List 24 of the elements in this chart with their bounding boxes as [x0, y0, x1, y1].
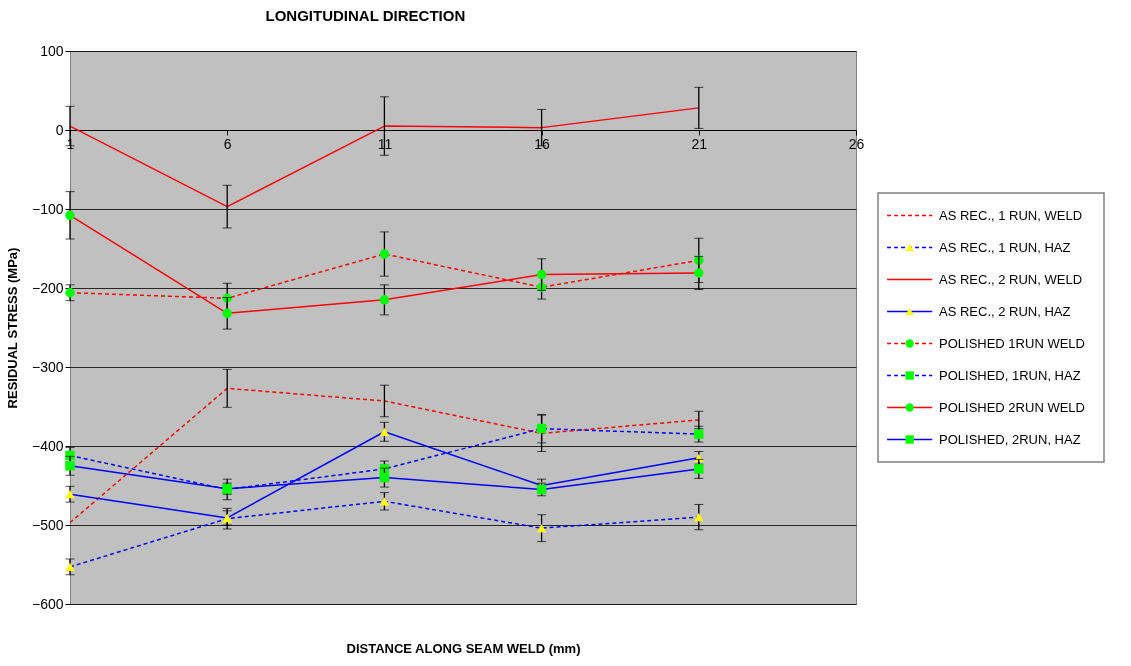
x-tick-label: 16 — [534, 135, 551, 152]
x-tick-label: 1 — [66, 135, 75, 152]
legend-label: POLISHED 1RUN WELD — [939, 335, 1085, 351]
x-tick-label: 21 — [691, 135, 708, 152]
y-tick-label: −200 — [31, 279, 64, 296]
legend-label: POLISHED 2RUN WELD — [939, 399, 1085, 415]
y-tick-label: 100 — [40, 42, 64, 59]
x-axis-title: DISTANCE ALONG SEAM WELD (mm) — [346, 640, 581, 656]
y-tick-label: −300 — [31, 358, 64, 375]
legend-label: POLISHED, 2RUN, HAZ — [939, 431, 1081, 447]
x-tick-label: 6 — [223, 135, 232, 152]
legend-label: AS REC., 1 RUN, HAZ — [939, 239, 1071, 255]
legend-label: POLISHED, 1RUN, HAZ — [939, 367, 1081, 383]
x-tick-label: 26 — [848, 135, 865, 152]
chart-title: LONGITUDINAL DIRECTION — [265, 6, 466, 24]
y-axis-title: RESIDUAL STRESS (MPa) — [4, 247, 20, 409]
y-tick-label: −600 — [31, 595, 64, 612]
y-tick-label: −100 — [31, 200, 64, 217]
legend-label: AS REC., 2 RUN, HAZ — [939, 303, 1071, 319]
y-tick-label: −500 — [31, 516, 64, 533]
y-tick-label: −400 — [31, 437, 64, 454]
y-tick-label: 0 — [55, 121, 64, 138]
legend-label: AS REC., 2 RUN, WELD — [939, 271, 1083, 287]
legend-label: AS REC., 1 RUN, WELD — [939, 207, 1083, 223]
